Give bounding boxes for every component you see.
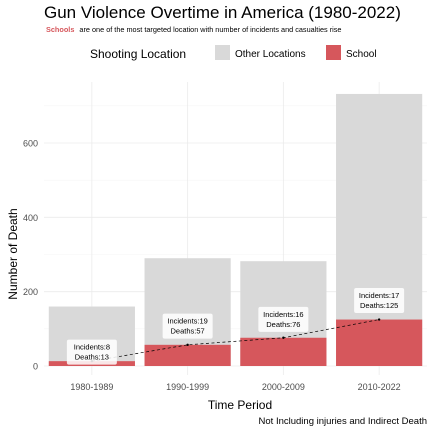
y-tick-label-600: 600 [23,139,38,149]
bar-school-1 [144,344,231,366]
x-tick-label-1: 1990-1999 [166,382,209,392]
trend-line-path [91,319,380,362]
legend-label-school: School [346,49,377,60]
chart-subtitle: Schools are one of the most targeted loc… [46,25,341,34]
data-label-text-1-0: Incidents:19 [167,317,207,326]
bars [48,93,423,366]
y-axis-label: Number of Death [6,208,20,299]
data-label-text-2-1: Deaths:76 [266,320,300,329]
y-tick-label-400: 400 [23,213,38,223]
x-tick-label-3: 2010-2022 [358,382,401,392]
data-label-text-3-0: Incidents:17 [359,291,399,300]
x-tick-label-2: 2000-2009 [262,382,305,392]
legend-key-other-locations [215,45,230,60]
data-label-box-2 [258,306,309,332]
trend-point-2 [282,336,285,339]
x-axis: 1980-1989 1990-1999 2000-2009 2010-2022 [70,382,400,392]
data-label-text-1-1: Deaths:57 [171,327,205,336]
data-label-text-3-1: Deaths:125 [360,301,398,310]
y-tick-label-200: 200 [23,287,38,297]
legend: Shooting Location Other Locations School [90,45,377,61]
y-axis: 0 200 400 600 [23,139,38,372]
data-label-box-0 [66,339,117,365]
data-label-text-2-0: Incidents:16 [263,310,303,319]
trend-point-3 [377,318,381,321]
legend-label-other-locations: Other Locations [235,49,306,60]
x-axis-label: Time Period [208,398,272,412]
x-tick-label-0: 1980-1989 [70,382,113,392]
bar-school-2 [240,337,327,366]
subtitle-text: are one of the most targeted location wi… [79,25,341,34]
data-label-box-3 [354,287,405,313]
chart-title: Gun Violence Overtime in America (1980-2… [44,3,401,22]
data-label-box-1 [162,313,213,339]
legend-key-school [326,45,341,60]
subtitle-highlight: Schools [46,25,74,34]
trend-point-1 [186,343,189,347]
data-label-text-0-1: Deaths:13 [75,353,109,362]
caption: Not Including injuries and Indirect Deat… [259,416,427,427]
data-label-text-0-0: Incidents:8 [74,343,110,352]
y-tick-label-0: 0 [33,362,38,372]
legend-title: Shooting Location [90,47,186,61]
bar-school-3 [336,319,423,366]
